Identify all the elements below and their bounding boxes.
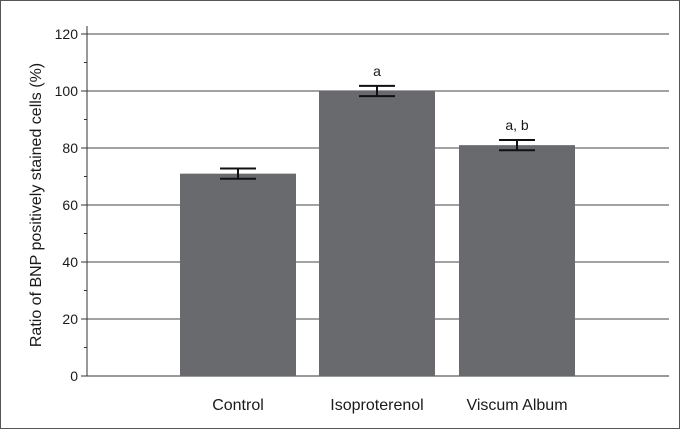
error-bar — [220, 167, 256, 180]
error-bar — [359, 84, 395, 98]
y-axis-title: Ratio of BNP positively stained cells (%… — [28, 63, 45, 347]
bars — [180, 91, 575, 376]
x-category-label: Viscum Album — [466, 397, 567, 414]
error-bar — [499, 139, 535, 152]
y-tick-label: 60 — [62, 197, 78, 213]
bar-isoproterenol — [319, 91, 435, 376]
error-bars — [220, 84, 535, 180]
bar-viscum-album — [459, 145, 575, 376]
y-tick-label: 40 — [62, 254, 78, 270]
labels: a a, b Control Isoproterenol Viscum Album — [212, 63, 567, 414]
y-tick-label: 120 — [55, 26, 79, 42]
y-tick-label: 20 — [62, 311, 78, 327]
x-category-label: Control — [212, 397, 264, 414]
x-category-label: Isoproterenol — [330, 397, 423, 414]
significance-label: a — [373, 63, 381, 79]
y-tick-label: 100 — [55, 83, 79, 99]
significance-label: a, b — [505, 117, 529, 133]
y-tick-label: 80 — [62, 140, 78, 156]
bar-control — [180, 173, 296, 376]
y-tick-label: 0 — [70, 368, 78, 384]
